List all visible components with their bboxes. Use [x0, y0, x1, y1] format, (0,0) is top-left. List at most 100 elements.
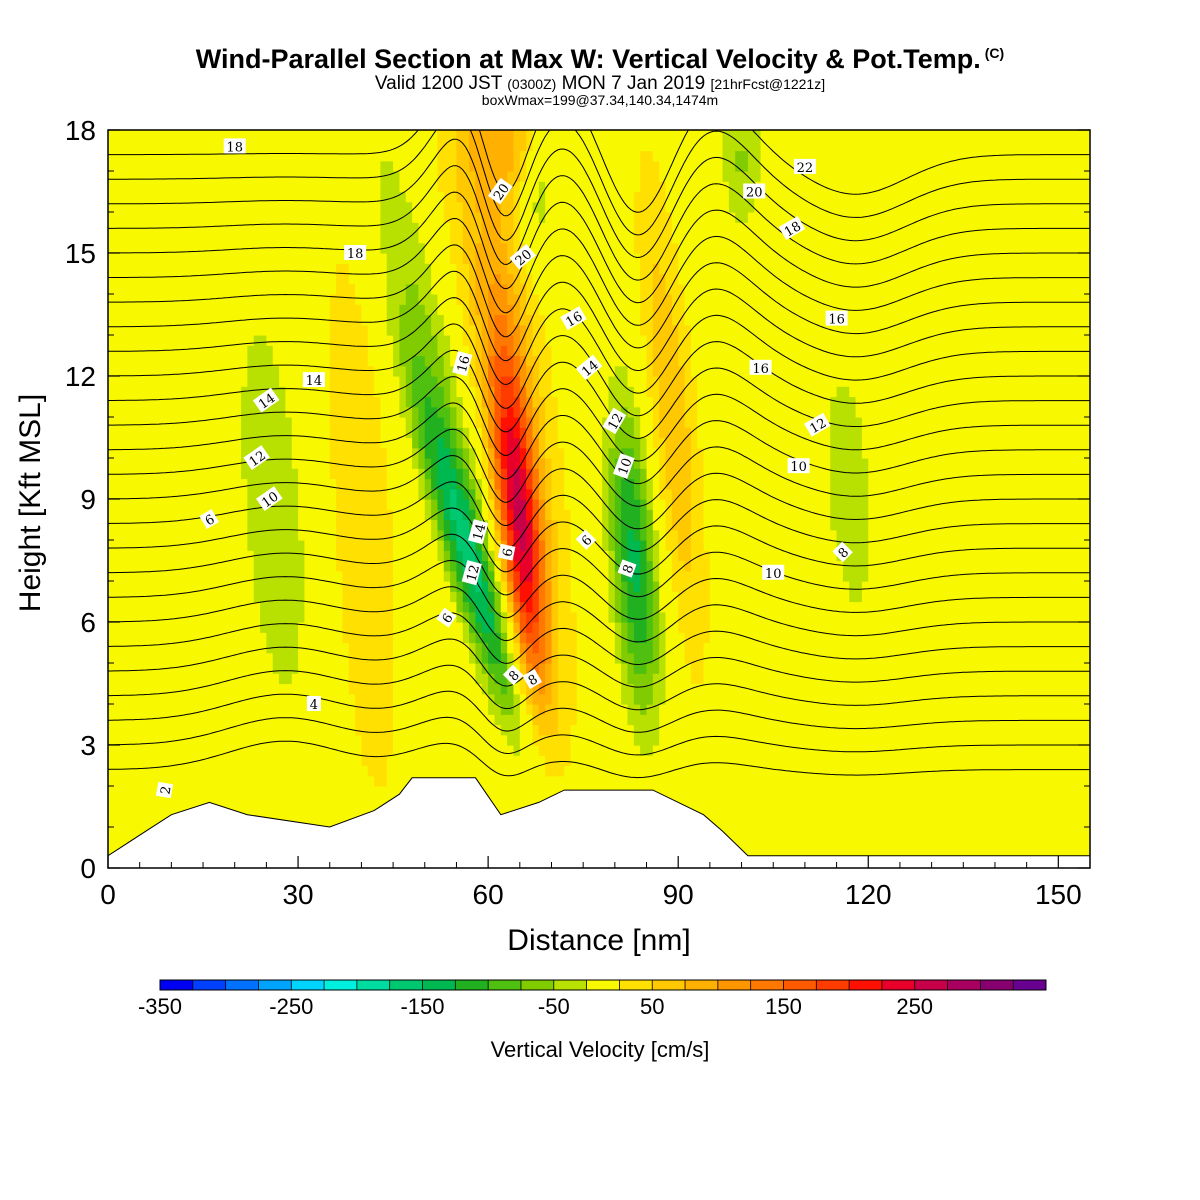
velocity-cell — [431, 427, 439, 439]
velocity-cell — [120, 171, 128, 182]
velocity-cell — [513, 130, 521, 141]
velocity-cell — [196, 693, 204, 705]
velocity-cell — [260, 171, 267, 182]
velocity-cell — [215, 488, 223, 500]
velocity-cell — [462, 324, 470, 336]
velocity-cell — [431, 519, 439, 531]
velocity-cell — [127, 447, 134, 459]
velocity-cell — [203, 283, 210, 295]
velocity-cell — [513, 396, 521, 408]
velocity-cell — [304, 273, 312, 285]
velocity-cell — [519, 150, 527, 162]
velocity-cell — [298, 519, 305, 531]
velocity-cell — [247, 663, 255, 674]
velocity-cell — [374, 232, 382, 244]
velocity-cell — [367, 632, 375, 644]
velocity-cell — [494, 724, 502, 736]
velocity-cell — [215, 734, 223, 746]
velocity-cell — [424, 150, 432, 162]
velocity-cell — [424, 345, 432, 357]
velocity-cell — [329, 242, 337, 254]
velocity-cell — [266, 755, 274, 767]
velocity-cell — [241, 294, 248, 305]
velocity-cell — [291, 499, 299, 510]
velocity-cell — [108, 283, 115, 295]
velocity-cell — [139, 386, 147, 398]
velocity-cell — [133, 499, 141, 510]
velocity-cell — [431, 693, 439, 705]
velocity-cell — [374, 499, 382, 510]
velocity-cell — [348, 181, 356, 193]
velocity-cell — [519, 673, 527, 685]
velocity-cell — [462, 345, 470, 357]
velocity-cell — [412, 355, 420, 367]
velocity-cell — [171, 642, 179, 654]
velocity-cell — [234, 683, 242, 695]
velocity-cell — [386, 191, 394, 203]
velocity-cell — [228, 447, 236, 459]
velocity-cell — [437, 560, 445, 572]
velocity-cell — [538, 365, 546, 377]
velocity-cell — [494, 386, 502, 398]
velocity-cell — [279, 663, 286, 674]
velocity-cell — [196, 529, 204, 541]
velocity-cell — [393, 509, 401, 521]
velocity-cell — [405, 417, 413, 428]
velocity-cell — [462, 427, 470, 439]
velocity-cell — [304, 499, 312, 510]
velocity-cell — [336, 786, 344, 797]
velocity-cell — [133, 355, 141, 367]
velocity-cell — [386, 427, 394, 439]
velocity-cell — [209, 765, 217, 777]
velocity-cell — [361, 611, 369, 623]
velocity-cell — [247, 140, 255, 152]
velocity-cell — [323, 160, 331, 172]
velocity-cell — [532, 181, 540, 193]
velocity-cell — [374, 550, 382, 562]
velocity-cell — [469, 304, 477, 316]
velocity-cell — [393, 140, 401, 152]
velocity-cell — [190, 591, 198, 603]
velocity-cell — [456, 519, 464, 531]
velocity-cell — [184, 447, 191, 459]
velocity-cell — [538, 458, 546, 469]
velocity-cell — [228, 458, 236, 469]
velocity-cell — [317, 191, 325, 203]
velocity-cell — [209, 171, 217, 182]
velocity-cell — [342, 150, 350, 162]
velocity-cell — [196, 253, 204, 264]
velocity-cell — [184, 622, 191, 633]
velocity-cell — [507, 591, 515, 603]
velocity-cell — [475, 673, 483, 685]
velocity-cell — [329, 160, 337, 172]
velocity-cell — [171, 376, 179, 387]
velocity-cell — [298, 786, 305, 797]
velocity-cell — [285, 570, 293, 582]
velocity-cell — [386, 663, 394, 674]
velocity-cell — [342, 601, 350, 613]
velocity-cell — [323, 232, 331, 244]
velocity-cell — [399, 201, 407, 213]
velocity-cell — [215, 683, 223, 695]
velocity-cell — [209, 632, 217, 644]
velocity-cell — [348, 201, 356, 213]
velocity-cell — [253, 734, 261, 746]
velocity-cell — [222, 745, 229, 756]
velocity-cell — [494, 601, 502, 613]
velocity-cell — [234, 611, 242, 623]
velocity-cell — [279, 365, 286, 377]
velocity-cell — [114, 734, 122, 746]
velocity-cell — [209, 683, 217, 695]
velocity-cell — [272, 519, 280, 531]
velocity-cell — [532, 273, 540, 285]
velocity-cell — [329, 212, 337, 223]
velocity-cell — [298, 232, 305, 244]
velocity-cell — [355, 642, 363, 654]
velocity-cell — [177, 376, 185, 387]
velocity-cell — [260, 765, 267, 777]
velocity-cell — [209, 427, 217, 439]
velocity-cell — [342, 540, 350, 551]
velocity-cell — [209, 181, 217, 193]
velocity-cell — [285, 458, 293, 469]
velocity-cell — [538, 560, 546, 572]
